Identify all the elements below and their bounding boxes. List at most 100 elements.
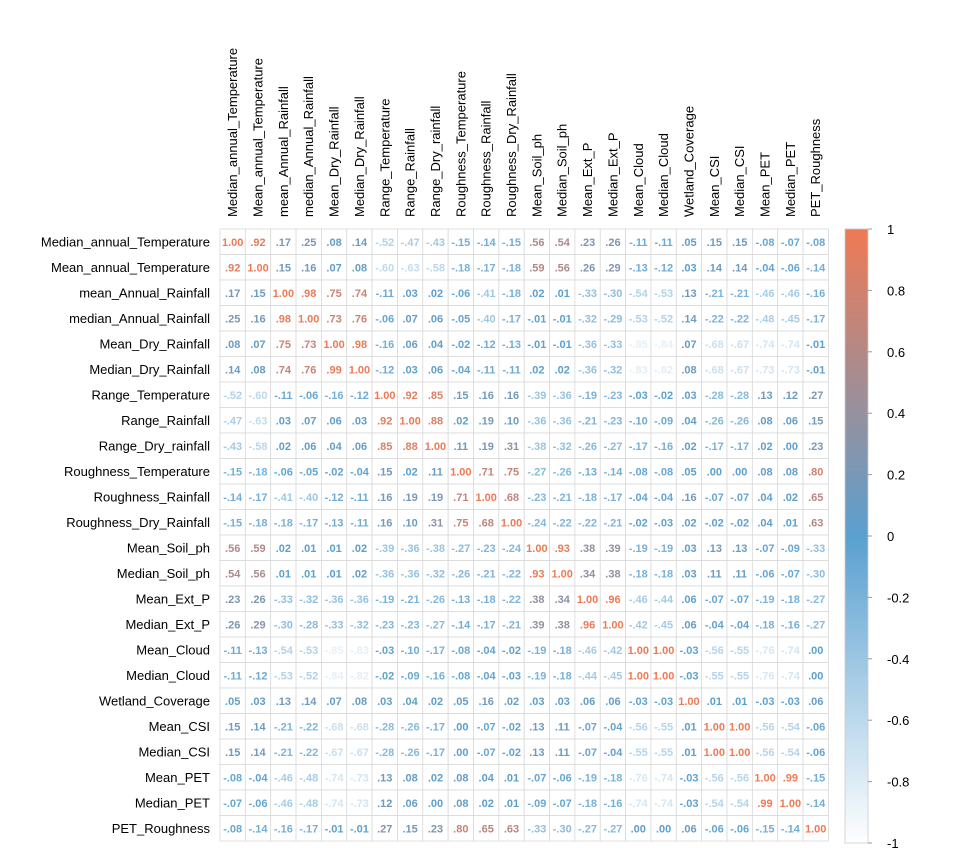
heatmap-cell [295, 381, 322, 408]
heatmap-cell [244, 815, 272, 842]
heatmap-cell [473, 815, 500, 842]
cell-value-label: -.08 [451, 670, 470, 682]
cell-value-label: 1.00 [475, 492, 496, 504]
heatmap-cell [549, 764, 576, 791]
cell-value-label: -.21 [477, 568, 496, 580]
cell-value-label: .01 [707, 696, 722, 708]
legend-color-step [845, 689, 868, 694]
heatmap-cell [549, 407, 576, 434]
cell-value-label: -.21 [730, 288, 749, 300]
heatmap-cell [447, 458, 474, 485]
cell-value-label: 1.00 [754, 772, 775, 784]
cell-value-label: -.15 [756, 823, 775, 835]
cell-value-label: .16 [250, 313, 265, 325]
cell-value-label: -.67 [325, 747, 344, 759]
cell-value-label: 1.00 [552, 568, 573, 580]
heatmap-cell [244, 509, 272, 536]
cell-value-label: -.67 [350, 747, 369, 759]
cell-value-label: -.15 [806, 772, 825, 784]
heatmap-cell [625, 305, 652, 332]
cell-value-label: -.36 [401, 568, 420, 580]
cell-value-label: .06 [428, 364, 443, 376]
row-label: Mean_annual_Temperature [51, 260, 210, 275]
legend-color-step [845, 551, 868, 556]
cell-value-label: -.74 [781, 339, 801, 351]
heatmap-cell [346, 483, 373, 510]
cell-value-label: -.11 [629, 237, 647, 249]
legend-tick-label: 0.2 [887, 468, 905, 483]
legend-color-step [845, 400, 868, 405]
heatmap-cell [625, 560, 652, 587]
cell-value-label: -.27 [603, 441, 622, 453]
heatmap-cell [295, 789, 322, 816]
cell-value-label: .13 [529, 721, 544, 733]
row-label: Median_Dry_Rainfall [89, 362, 210, 377]
cell-value-label: -.54 [705, 798, 725, 810]
cell-value-label: -.45 [654, 619, 673, 631]
heatmap-cell [244, 330, 272, 357]
cell-value-label: .16 [301, 262, 316, 274]
legend-color-step [845, 766, 868, 770]
cell-value-label: -.06 [806, 721, 825, 733]
heatmap-cell [498, 483, 525, 510]
cell-value-label: -.18 [249, 466, 268, 478]
row-label: Mean_CSI [149, 719, 210, 734]
cell-value-label: -.56 [756, 721, 775, 733]
row-label: Median_annual_Temperature [41, 234, 210, 249]
cell-value-label: -.07 [705, 492, 724, 504]
heatmap-cell [802, 815, 829, 842]
cell-value-label: -.73 [756, 364, 775, 376]
heatmap-cell [422, 356, 449, 383]
cell-value-label: -.08 [223, 823, 242, 835]
legend-color-step [845, 299, 868, 304]
cell-value-label: -.18 [654, 568, 673, 580]
cell-value-label: .34 [555, 594, 571, 606]
legend-color-step [845, 796, 868, 801]
cell-value-label: -.55 [730, 670, 749, 682]
cell-value-label: .05 [453, 696, 468, 708]
cell-value-label: -.19 [527, 645, 546, 657]
cell-value-label: -.30 [603, 288, 622, 300]
cell-value-label: -.32 [426, 568, 445, 580]
heatmap-cell [371, 662, 398, 689]
heatmap-cell [473, 279, 500, 306]
legend-color-step [845, 554, 868, 559]
cell-value-label: -.16 [325, 390, 344, 402]
legend-color-step [845, 566, 868, 571]
legend-tick-label: 0.4 [887, 406, 905, 421]
cell-value-label: -.27 [527, 466, 546, 478]
cell-value-label: -.73 [350, 798, 369, 810]
cell-value-label: -.01 [350, 823, 369, 835]
legend-color-step [845, 403, 868, 408]
column-label: Range_Dry_rainfall [428, 106, 443, 217]
heatmap-cell [802, 279, 829, 306]
cell-value-label: -.18 [603, 772, 622, 784]
cell-value-label: 1.00 [323, 339, 344, 351]
cell-value-label: .14 [352, 237, 368, 249]
cell-value-label: .02 [428, 288, 443, 300]
cell-value-label: -.27 [806, 619, 825, 631]
cell-value-label: .73 [301, 339, 316, 351]
cell-value-label: -.32 [299, 594, 318, 606]
cell-value-label: -.17 [299, 517, 318, 529]
heatmap-cell [599, 381, 627, 408]
legend-color-step [845, 330, 868, 334]
cell-value-label: -.19 [527, 670, 546, 682]
legend-color-step [845, 695, 868, 700]
cell-value-label: .56 [555, 262, 570, 274]
heatmap-cell [599, 330, 627, 357]
heatmap-cell [751, 611, 779, 638]
legend-color-step [845, 781, 868, 786]
cell-value-label: -.46 [756, 288, 775, 300]
cell-value-label: -.14 [223, 492, 243, 504]
legend-color-step [845, 778, 868, 783]
cell-value-label: -.74 [325, 798, 345, 810]
cell-value-label: -.74 [654, 798, 674, 810]
cell-value-label: -.07 [527, 772, 546, 784]
heatmap-cell [675, 228, 703, 255]
legend-color-step [845, 373, 868, 377]
legend-color-step [845, 683, 868, 688]
heatmap-cell [346, 279, 373, 306]
cell-value-label: -.58 [249, 441, 268, 453]
